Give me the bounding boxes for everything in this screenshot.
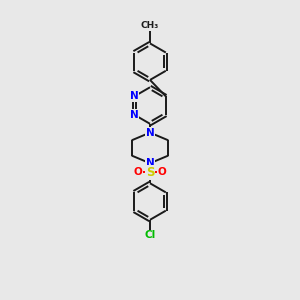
Text: N: N (146, 128, 154, 138)
Text: Cl: Cl (144, 230, 156, 240)
Text: O: O (158, 167, 167, 177)
Text: O: O (133, 167, 142, 177)
Text: N: N (146, 158, 154, 168)
Text: N: N (130, 110, 139, 120)
Text: CH₃: CH₃ (141, 21, 159, 30)
Text: S: S (146, 166, 154, 178)
Text: N: N (130, 92, 139, 101)
